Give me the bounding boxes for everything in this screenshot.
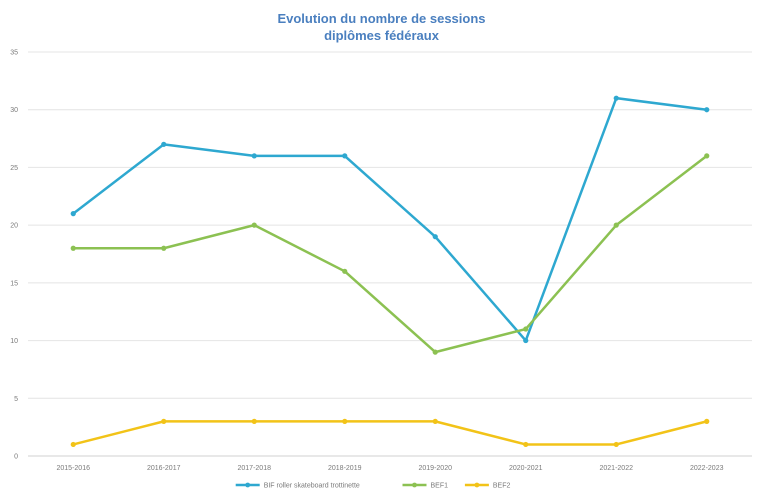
y-tick-label-10: 10 xyxy=(10,338,18,345)
y-tick-label-5: 5 xyxy=(14,396,18,403)
data-point-s3-2021-2022 xyxy=(613,441,619,448)
x-tick-label-2016-2017: 2016-2017 xyxy=(147,465,181,472)
data-point-s3-2017-2018 xyxy=(251,418,257,424)
legend-swatch-marker-3 xyxy=(474,482,480,488)
x-tick-label-2022-2023: 2022-2023 xyxy=(690,465,724,472)
legend-label-3: BEF2 xyxy=(493,483,511,490)
x-tick-label-2020-2021: 2020-2021 xyxy=(509,465,543,472)
legend-label-1: BIF roller skateboard trottinette xyxy=(264,483,360,490)
y-tick-label-20: 20 xyxy=(10,223,18,230)
legend-swatch-marker-2 xyxy=(412,482,417,488)
data-point-s3-2020-2021 xyxy=(523,441,529,448)
series-line-3 xyxy=(72,420,708,446)
legend-swatch-marker-1 xyxy=(245,482,251,488)
data-point-s1-2020-2021 xyxy=(523,337,529,344)
data-point-s1-2022-2023 xyxy=(704,107,710,113)
y-tick-label-35: 35 xyxy=(10,50,18,57)
data-point-s1-2017-2018 xyxy=(251,153,257,159)
y-tick-label-0: 0 xyxy=(14,454,18,461)
data-point-s1-2015-2016 xyxy=(70,211,76,217)
data-point-s3-2016-2017 xyxy=(161,418,167,424)
data-point-s2-2019-2020 xyxy=(432,349,438,355)
y-tick-label-25: 25 xyxy=(10,165,18,172)
data-point-s1-2018-2019 xyxy=(342,153,348,159)
x-tick-label-2018-2019: 2018-2019 xyxy=(328,465,362,472)
data-point-s1-2019-2020 xyxy=(432,234,438,240)
data-point-s2-2020-2021 xyxy=(523,326,529,332)
data-point-s2-2021-2022 xyxy=(613,222,619,228)
data-point-s2-2015-2016 xyxy=(70,245,76,251)
data-point-s3-2019-2020 xyxy=(432,418,438,424)
chart-title-line-1: Evolution du nombre de sessions xyxy=(277,11,486,26)
y-tick-label-15: 15 xyxy=(10,280,18,287)
x-tick-label-2021-2022: 2021-2022 xyxy=(600,465,634,472)
data-point-s1-2016-2017 xyxy=(161,141,167,147)
chart-title: Evolution du nombre de sessions diplômes… xyxy=(0,10,763,44)
legend-label-2: BEF1 xyxy=(431,483,449,490)
series-line-2 xyxy=(72,154,708,354)
chart-title-line-2: diplômes fédéraux xyxy=(324,28,439,43)
data-point-s2-2017-2018 xyxy=(251,222,257,228)
data-point-s3-2018-2019 xyxy=(342,418,348,424)
series-line-1 xyxy=(72,96,708,342)
x-tick-label-2019-2020: 2019-2020 xyxy=(419,465,453,472)
data-point-s1-2021-2022 xyxy=(613,95,619,101)
y-tick-label-30: 30 xyxy=(10,107,18,114)
data-point-s3-2022-2023 xyxy=(704,418,710,424)
data-point-s2-2022-2023 xyxy=(704,153,710,159)
data-point-s2-2018-2019 xyxy=(342,268,348,274)
data-point-s2-2016-2017 xyxy=(161,245,167,251)
data-point-s3-2015-2016 xyxy=(70,441,76,448)
x-tick-label-2015-2016: 2015-2016 xyxy=(57,465,91,472)
x-tick-label-2017-2018: 2017-2018 xyxy=(238,465,272,472)
